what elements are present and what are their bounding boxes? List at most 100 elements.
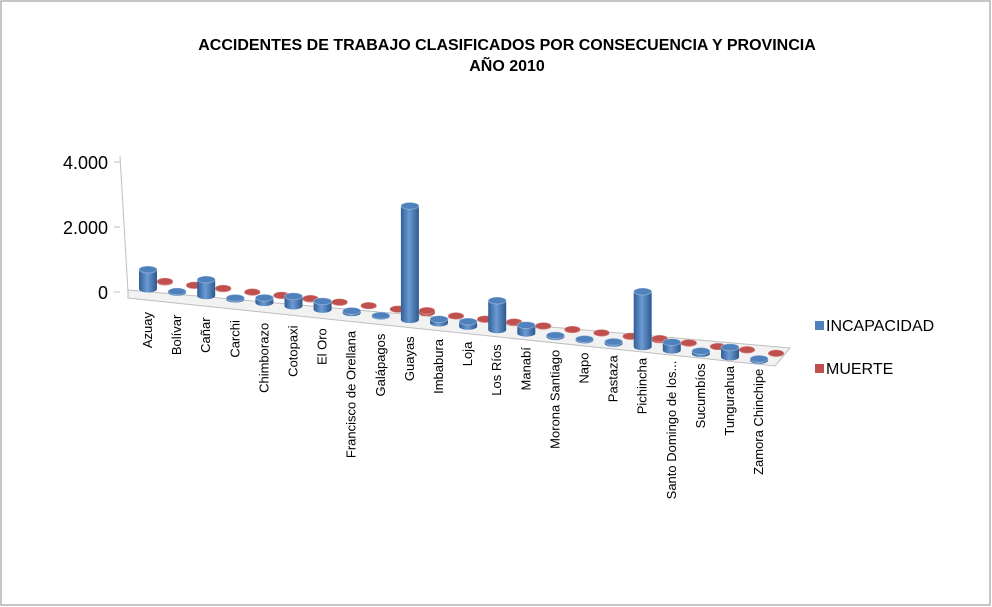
x-tick-label: Guayas — [402, 336, 417, 381]
x-tick-label: Chimborazo — [256, 323, 271, 393]
cylinder-top — [371, 311, 391, 320]
cylinder-top — [691, 347, 711, 355]
x-tick-label: Tungurahua — [722, 365, 737, 435]
cylinder — [429, 315, 449, 327]
cylinder-top — [662, 338, 682, 347]
cylinder — [214, 284, 232, 293]
x-tick-label: Santo Domingo de los... — [664, 361, 679, 500]
x-tick-label: Azuay — [140, 312, 155, 349]
cylinder-top — [331, 298, 349, 307]
cylinder — [331, 298, 349, 307]
cylinder-top — [225, 293, 245, 302]
cylinder-top — [214, 284, 232, 293]
cylinder — [680, 338, 698, 347]
x-tick-label: Napo — [577, 353, 592, 384]
cylinder — [254, 293, 274, 307]
cylinder-top — [156, 277, 174, 286]
cylinder — [767, 349, 785, 358]
y-tick-label: 2.000 — [63, 218, 108, 238]
x-tick-label: Zamora Chinchipe — [751, 369, 766, 475]
legend-label: INCAPACIDAD — [826, 318, 934, 335]
cylinder — [563, 325, 581, 334]
x-tick-label: Manabí — [518, 347, 533, 391]
x-tick-label: Pichincha — [635, 357, 650, 414]
x-tick-label: Cañar — [198, 317, 213, 353]
cylinder-top — [633, 287, 653, 296]
cylinder — [720, 343, 740, 361]
x-tick-label: Galápagos — [373, 333, 388, 396]
x-tick-label: Pastaza — [606, 354, 621, 402]
cylinder-top — [767, 349, 785, 358]
cylinder — [243, 288, 261, 297]
cylinder — [156, 277, 174, 286]
cylinder-top — [458, 317, 478, 326]
cylinder — [400, 201, 420, 324]
cylinder-top — [342, 306, 362, 315]
cylinder — [167, 287, 187, 296]
legend-swatch — [815, 364, 824, 373]
cylinder-top — [243, 288, 261, 297]
cylinder — [545, 331, 565, 341]
cylinder-top — [487, 296, 507, 305]
cylinder-top — [196, 275, 216, 284]
chart-title: ACCIDENTES DE TRABAJO CLASIFICADOS POR C… — [198, 37, 816, 54]
x-tick-label: El Oro — [315, 328, 330, 365]
cylinder-top — [400, 201, 420, 210]
cylinder-top — [516, 321, 536, 330]
legend-label: MUERTE — [826, 361, 893, 378]
cylinder — [284, 292, 303, 310]
cylinder — [738, 345, 756, 354]
wall-edge — [119, 155, 129, 293]
cylinder — [691, 347, 711, 358]
x-tick-label: Morona Santiago — [547, 350, 562, 449]
x-tick-label: Cotopaxi — [286, 325, 301, 376]
cylinder-top — [749, 354, 769, 363]
cylinder-top — [138, 265, 158, 274]
cylinder-top — [284, 292, 303, 301]
x-tick-label: Carchi — [227, 320, 242, 358]
cylinder-body — [197, 279, 216, 300]
legend-swatch — [815, 321, 824, 330]
cylinder-top — [360, 301, 378, 310]
cylinder — [662, 338, 682, 354]
cylinder — [225, 293, 245, 303]
cylinder-top — [254, 293, 274, 302]
cylinder-top — [167, 287, 187, 296]
cylinder-body — [284, 296, 303, 310]
cylinder-top — [534, 321, 552, 330]
x-tick-label: Loja — [460, 341, 475, 366]
cylinder — [575, 335, 594, 344]
cylinder-top — [575, 335, 594, 344]
cylinder-top — [418, 306, 436, 315]
cylinder — [516, 321, 536, 337]
cylinder-top — [738, 345, 756, 354]
cylinder-body — [488, 300, 507, 334]
cylinder — [447, 311, 465, 320]
x-tick-label: Imbabura — [431, 338, 446, 394]
x-tick-label: Francisco de Orellana — [344, 330, 359, 458]
x-tick-label: Sucumbíos — [693, 363, 708, 429]
cylinder-top — [313, 297, 333, 306]
cylinder-body — [721, 347, 739, 361]
cylinder — [534, 321, 552, 330]
cylinder — [342, 306, 362, 317]
cylinder — [458, 317, 478, 330]
y-tick-label: 0 — [98, 283, 108, 303]
cylinder — [313, 297, 333, 313]
x-tick-label: Bolívar — [169, 314, 184, 355]
cylinder-body — [400, 205, 419, 324]
cylinder — [749, 354, 769, 364]
cylinder — [593, 328, 610, 337]
cylinder — [418, 306, 436, 317]
cylinder-top — [680, 338, 698, 347]
x-tick-label: Los Ríos — [489, 344, 504, 396]
chart-title: AÑO 2010 — [469, 55, 545, 75]
cylinder-body — [139, 269, 157, 293]
cylinder — [138, 265, 158, 293]
cylinder — [633, 287, 653, 351]
cylinder — [487, 296, 507, 334]
cylinder — [371, 311, 391, 320]
cylinder — [604, 337, 624, 347]
cylinder-top — [604, 337, 624, 346]
